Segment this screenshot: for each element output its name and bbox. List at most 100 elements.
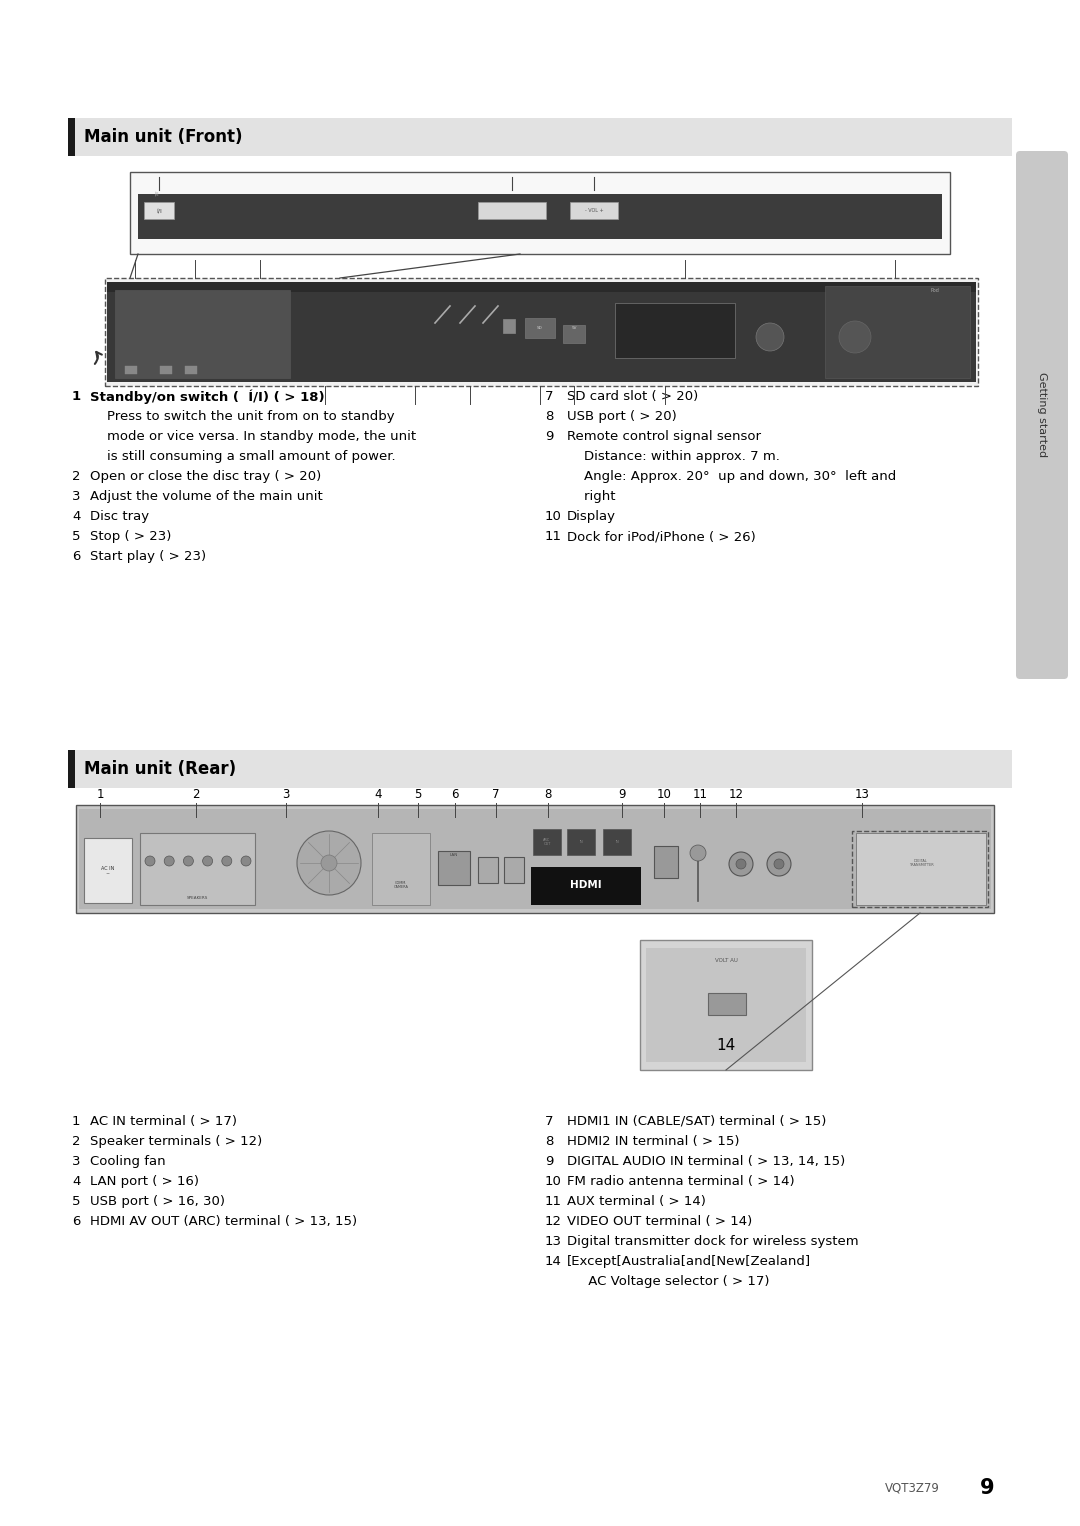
Bar [856, 833, 986, 905]
Text: 12: 12 [545, 1215, 562, 1228]
Text: 1: 1 [96, 787, 104, 801]
Bar [503, 319, 515, 333]
Circle shape [767, 852, 791, 876]
Text: AUX terminal ( > 14): AUX terminal ( > 14) [567, 1195, 706, 1209]
Text: 5V: 5V [571, 327, 577, 330]
Text: 7: 7 [492, 787, 500, 801]
Text: 6: 6 [72, 549, 80, 563]
Text: 9: 9 [545, 430, 553, 443]
Bar [531, 867, 642, 905]
Text: HDMI2 IN terminal ( > 15): HDMI2 IN terminal ( > 15) [567, 1135, 740, 1148]
Text: Í/I: Í/I [154, 191, 160, 197]
Bar [140, 833, 255, 905]
Text: FM radio antenna terminal ( > 14): FM radio antenna terminal ( > 14) [567, 1175, 795, 1189]
Bar [525, 317, 555, 337]
Text: VIDEO OUT terminal ( > 14): VIDEO OUT terminal ( > 14) [567, 1215, 753, 1228]
Text: Angle: Approx. 20°  up and down, 30°  left and: Angle: Approx. 20° up and down, 30° left… [567, 470, 896, 484]
Circle shape [735, 859, 746, 868]
Bar [114, 290, 291, 378]
Bar [654, 845, 678, 877]
Circle shape [164, 856, 174, 865]
Text: 8: 8 [545, 410, 553, 423]
Bar [640, 940, 812, 1070]
Bar [107, 291, 976, 382]
Text: IN: IN [579, 839, 583, 844]
Text: SPEAKERS: SPEAKERS [187, 896, 207, 900]
Text: 4: 4 [72, 1175, 80, 1189]
Bar [438, 852, 470, 885]
Text: 14: 14 [545, 1254, 562, 1268]
Bar [125, 366, 137, 374]
Text: ARC
OUT: ARC OUT [543, 838, 551, 847]
Text: Pod: Pod [931, 287, 940, 293]
Text: 10: 10 [545, 510, 562, 523]
Text: 11: 11 [545, 1195, 562, 1209]
Text: 10: 10 [545, 1175, 562, 1189]
Circle shape [774, 859, 784, 868]
Bar [76, 806, 994, 913]
Text: 1: 1 [72, 391, 81, 403]
Bar [852, 832, 988, 906]
Text: Main unit (Front): Main unit (Front) [84, 128, 243, 146]
Text: COMM.
CAMERA: COMM. CAMERA [393, 881, 408, 890]
Circle shape [690, 845, 706, 861]
Text: Open or close the disc tray ( > 20): Open or close the disc tray ( > 20) [90, 470, 321, 484]
Text: Main unit (Rear): Main unit (Rear) [84, 760, 237, 778]
Text: Adjust the volume of the main unit: Adjust the volume of the main unit [90, 490, 323, 504]
Text: LAN port ( > 16): LAN port ( > 16) [90, 1175, 199, 1189]
Bar [68, 749, 75, 787]
Text: 12: 12 [729, 787, 743, 801]
Text: Dock for iPod/iPhone ( > 26): Dock for iPod/iPhone ( > 26) [567, 530, 756, 543]
Text: USB port ( > 16, 30): USB port ( > 16, 30) [90, 1195, 225, 1209]
Text: - VOL +: - VOL + [584, 208, 604, 214]
Text: 11: 11 [545, 530, 562, 543]
Text: Start play ( > 23): Start play ( > 23) [90, 549, 206, 563]
Text: DIGITAL AUDIO IN terminal ( > 13, 14, 15): DIGITAL AUDIO IN terminal ( > 13, 14, 15… [567, 1155, 846, 1167]
Bar [567, 829, 595, 855]
Bar [563, 325, 585, 343]
Text: 4: 4 [375, 787, 381, 801]
Text: 2: 2 [192, 787, 200, 801]
Bar [160, 366, 172, 374]
Text: Stop ( > 23): Stop ( > 23) [90, 530, 172, 543]
Text: 6: 6 [451, 787, 459, 801]
Text: 9: 9 [980, 1479, 995, 1499]
Bar [79, 809, 991, 909]
Text: LAN: LAN [450, 853, 458, 858]
Text: AC Voltage selector ( > 17): AC Voltage selector ( > 17) [567, 1276, 769, 1288]
Text: 2: 2 [72, 1135, 81, 1148]
Circle shape [184, 856, 193, 865]
Text: 9: 9 [545, 1155, 553, 1167]
Circle shape [321, 855, 337, 871]
Text: Disc tray: Disc tray [90, 510, 149, 523]
Text: 6: 6 [72, 1215, 80, 1228]
Text: Digital transmitter dock for wireless system: Digital transmitter dock for wireless sy… [567, 1235, 859, 1248]
Bar [372, 833, 430, 905]
Bar [84, 838, 132, 903]
Text: SD card slot ( > 20): SD card slot ( > 20) [567, 391, 699, 403]
Text: VQT3Z79: VQT3Z79 [886, 1482, 940, 1494]
Bar [615, 304, 735, 359]
Text: 11: 11 [692, 787, 707, 801]
Text: 8: 8 [544, 787, 552, 801]
Text: 7: 7 [545, 1116, 554, 1128]
Text: is still consuming a small amount of power.: is still consuming a small amount of pow… [90, 450, 395, 462]
Bar [68, 749, 1012, 787]
Text: HDMI: HDMI [570, 881, 602, 890]
Text: 2: 2 [72, 470, 81, 484]
Text: VOLT AU: VOLT AU [715, 957, 738, 963]
Text: 3: 3 [72, 1155, 81, 1167]
Bar [534, 829, 561, 855]
Text: 1: 1 [72, 1116, 81, 1128]
Text: 4: 4 [72, 510, 80, 523]
Text: 3: 3 [282, 787, 289, 801]
Text: Cooling fan: Cooling fan [90, 1155, 165, 1167]
Bar [478, 858, 498, 884]
Circle shape [221, 856, 232, 865]
Text: right: right [567, 490, 616, 504]
Text: 5: 5 [415, 787, 421, 801]
Circle shape [756, 324, 784, 351]
Text: Getting started: Getting started [1037, 372, 1047, 458]
Text: 13: 13 [545, 1235, 562, 1248]
Bar [185, 366, 197, 374]
